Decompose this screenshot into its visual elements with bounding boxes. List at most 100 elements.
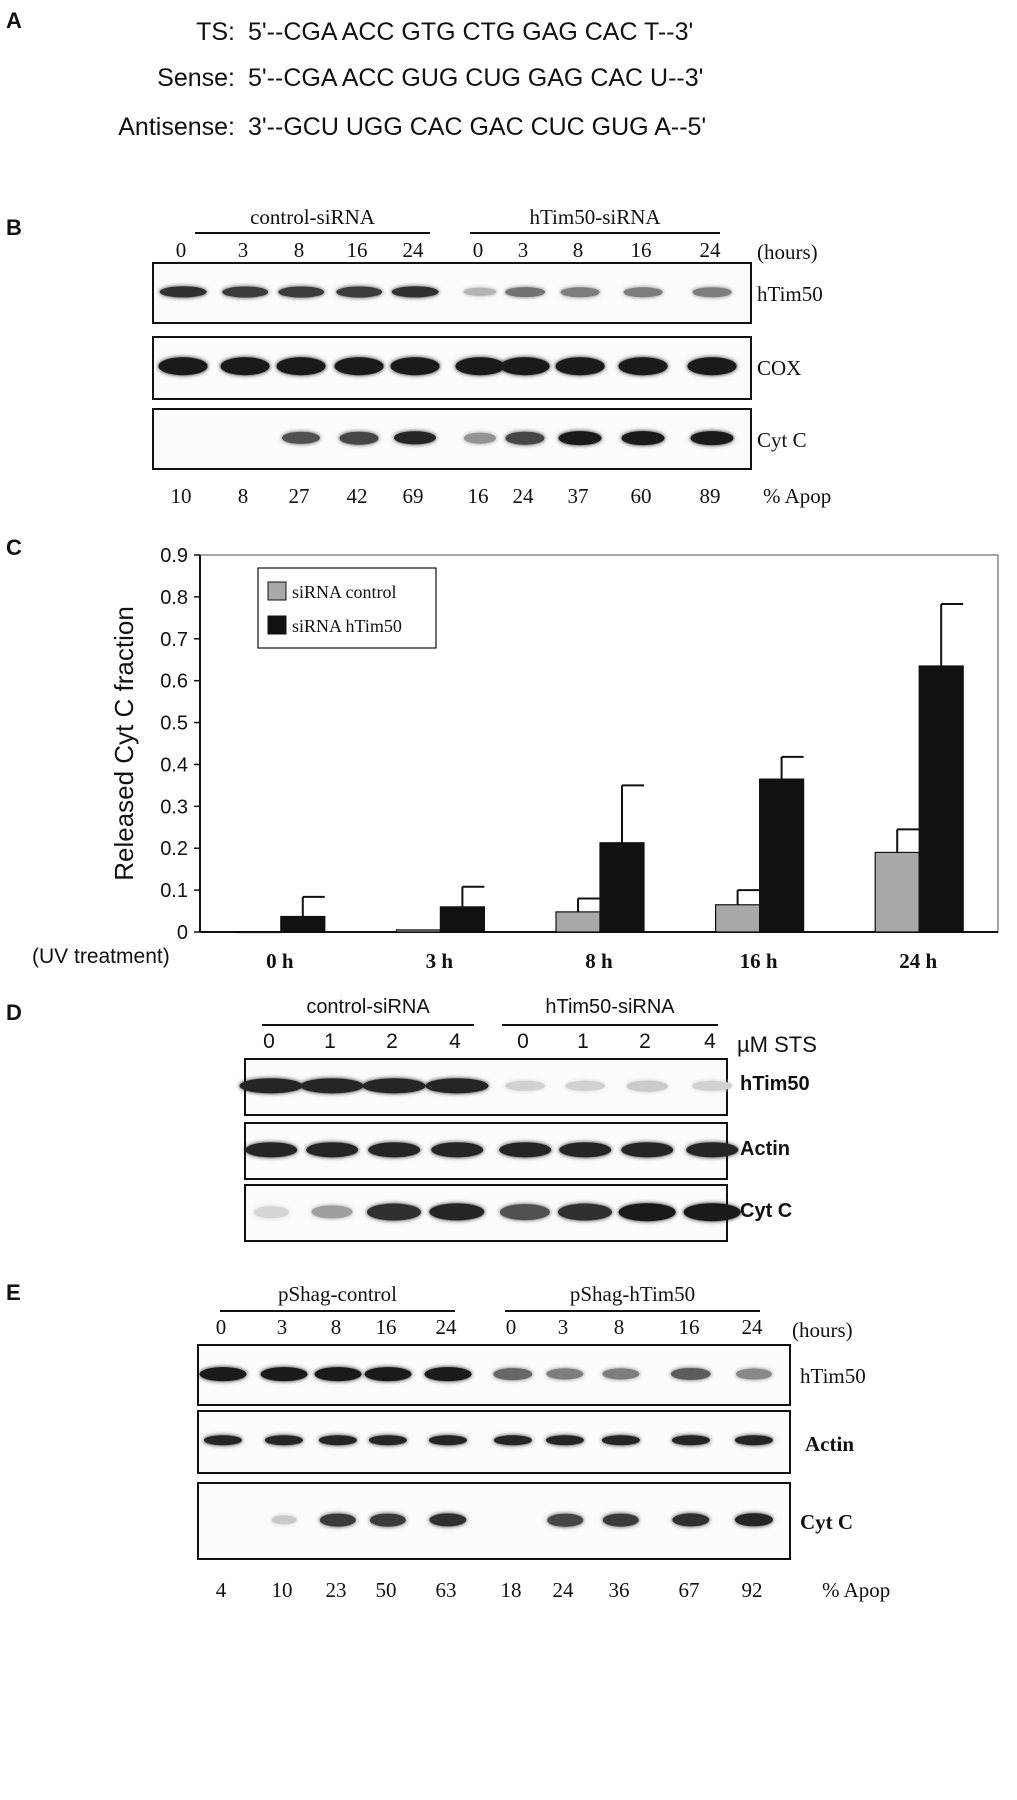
y-axis-label: Released Cyt C fraction [109, 606, 139, 881]
x-tick-label: 8 h [585, 949, 613, 973]
apop-value: 36 [608, 1578, 630, 1602]
gel-band [306, 1142, 358, 1158]
e-unit-label: (hours) [792, 1318, 853, 1342]
d-blot-label-actin: Actin [740, 1138, 790, 1160]
gel-band [364, 1367, 412, 1381]
sense-label: Sense: [157, 64, 235, 92]
gel-band [555, 357, 605, 375]
gel-band [557, 1203, 613, 1221]
gel-band [546, 1368, 584, 1380]
e-group2-label: pShag-hTim50 [569, 1282, 696, 1306]
d-unit-label: µM STS [737, 1032, 817, 1057]
gel-band [362, 1078, 426, 1094]
apop-value: 24 [552, 1578, 574, 1602]
b-blot-label-htim50: hTim50 [757, 282, 823, 306]
gel-band [687, 357, 737, 375]
legend-label: siRNA hTim50 [292, 616, 402, 636]
lane-label: 3 [517, 238, 529, 262]
gel-band [559, 1142, 611, 1158]
gel-band [203, 1435, 243, 1445]
gel-band [429, 1513, 467, 1527]
lane-label: 16 [630, 238, 652, 262]
gel-band [278, 286, 324, 298]
y-tick-label: 0.2 [160, 838, 188, 860]
x-tick-label: 3 h [426, 949, 454, 973]
apop-value: 23 [325, 1578, 347, 1602]
d-blot-htim50 [239, 1058, 732, 1116]
gel-band [425, 1078, 489, 1094]
gel-band [239, 1078, 303, 1094]
b-apop-label: % Apop [763, 484, 832, 508]
lane-label: 8 [572, 238, 584, 262]
gel-band [366, 1203, 422, 1221]
gel-band [602, 1513, 640, 1527]
gel-band [318, 1435, 358, 1445]
gel-band [672, 1513, 710, 1527]
bar [236, 931, 282, 934]
lane-label: 4 [449, 1030, 461, 1053]
gel-band [623, 287, 663, 297]
apop-value: 18 [500, 1578, 522, 1602]
bar [874, 851, 920, 933]
gel-band [281, 431, 321, 445]
gel-band [692, 1080, 732, 1092]
panel-e-letter: E [6, 1280, 21, 1305]
gel-band [621, 1142, 673, 1158]
lane-label: 3 [276, 1315, 288, 1339]
lane-label: 24 [402, 238, 424, 262]
ts-sequence: 5'--CGA ACC GTG CTG GAG CAC T--3' [248, 18, 694, 46]
b-blot-cox [152, 336, 752, 400]
lane-label: 3 [557, 1315, 569, 1339]
b-blot-cytc [152, 408, 752, 470]
gel-band [601, 1435, 641, 1445]
gel-band [271, 1515, 297, 1525]
ts-label: TS: [196, 18, 235, 46]
y-tick-label: 0 [177, 922, 188, 944]
gel-band [319, 1513, 357, 1527]
legend-label: siRNA control [292, 582, 397, 602]
d-group2-label: hTim50-siRNA [545, 996, 675, 1018]
b-unit-label: (hours) [757, 240, 818, 264]
y-tick-label: 0.9 [160, 545, 188, 567]
lane-label: 24 [741, 1315, 763, 1339]
x-tick-label: 24 h [899, 949, 937, 973]
apop-value: 60 [630, 484, 652, 508]
gel-band [159, 286, 207, 298]
apop-value: 16 [467, 484, 489, 508]
gel-band [558, 431, 602, 445]
y-tick-label: 0.5 [160, 713, 188, 735]
lane-label: 2 [639, 1030, 651, 1053]
panel-d-letter: D [6, 1000, 22, 1025]
lane-label: 24 [699, 238, 721, 262]
gel-band [692, 287, 732, 297]
gel-band [220, 357, 270, 375]
gel-band [505, 431, 545, 445]
apop-value: 8 [237, 484, 249, 508]
gel-band [545, 1435, 585, 1445]
lane-label: 16 [375, 1315, 397, 1339]
gel-band [339, 431, 379, 445]
gel-band [505, 1080, 545, 1092]
lane-label: 8 [330, 1315, 342, 1339]
lane-label: 2 [386, 1030, 398, 1053]
panel-c-letter: C [6, 535, 22, 560]
gel-band [300, 1078, 364, 1094]
d-group2-line [502, 1024, 718, 1026]
panel-a-letter: A [6, 8, 22, 33]
b-group2-label: hTim50-siRNA [529, 205, 661, 229]
x-tick-label: 16 h [740, 949, 778, 973]
apop-value: 27 [288, 484, 310, 508]
y-tick-label: 0.6 [160, 671, 188, 693]
gel-band [428, 1435, 468, 1445]
gel-band [424, 1367, 472, 1381]
gel-band [735, 1368, 773, 1380]
apop-value: 37 [567, 484, 589, 508]
gel-band [276, 357, 326, 375]
gel-band [260, 1367, 308, 1381]
bar [758, 778, 805, 933]
d-group1-line [262, 1024, 474, 1026]
gel-band [505, 287, 545, 297]
gel-band [683, 1203, 741, 1221]
gel-band [690, 431, 734, 445]
apop-value: 89 [699, 484, 721, 508]
